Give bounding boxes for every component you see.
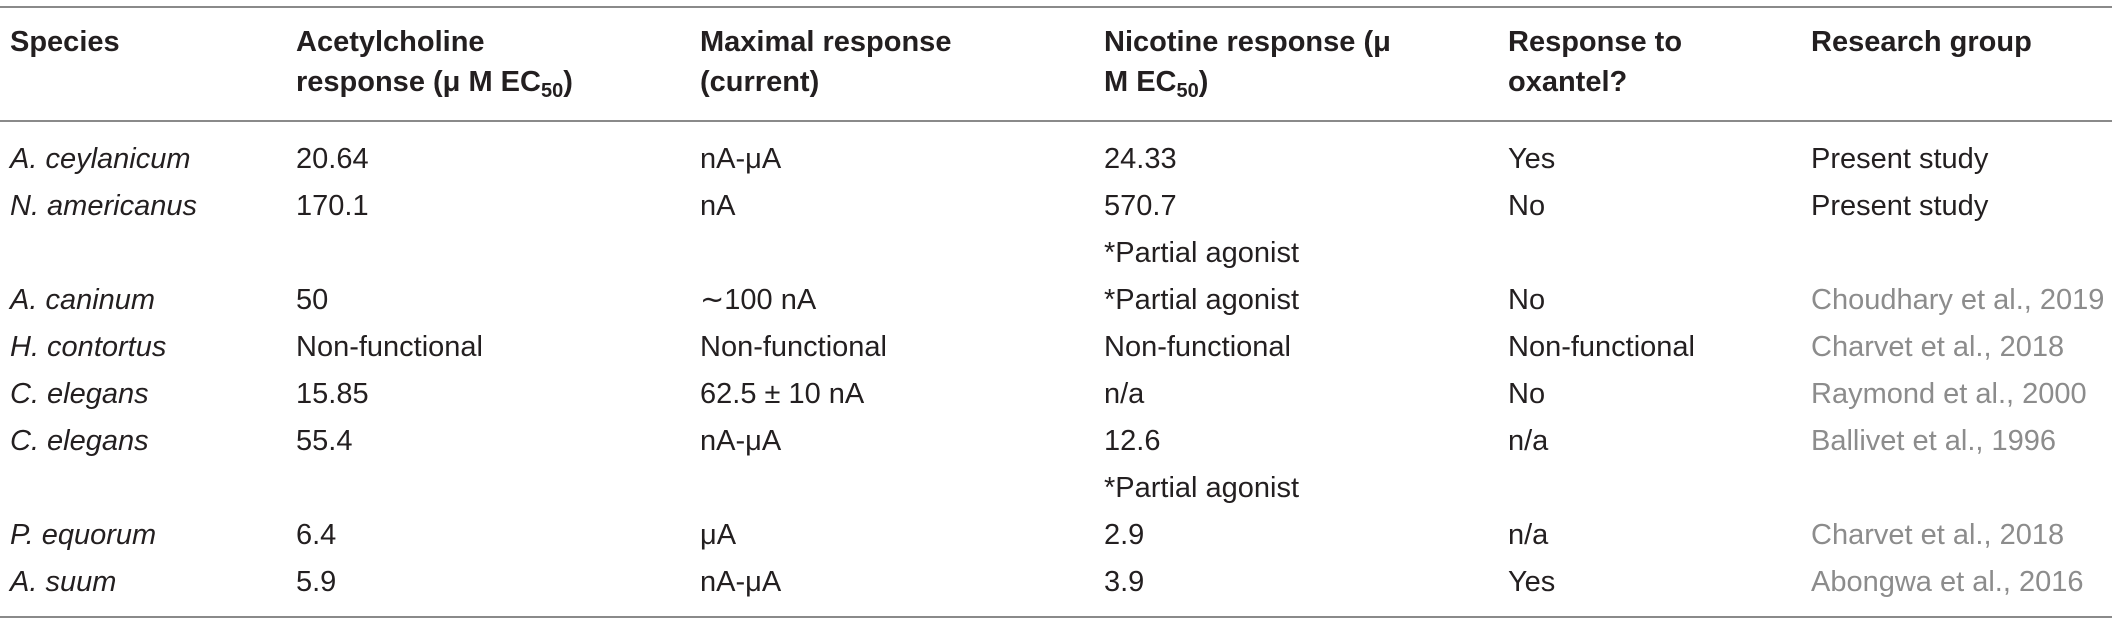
header-acetylcholine-response: Acetylcholine response (μ M EC50)	[286, 7, 690, 121]
header-ach-line2-main: response (μ M EC	[296, 66, 541, 98]
table-row: C. elegans 15.85 62.5 ± 10 nA n/a No Raymond …	[0, 371, 2112, 418]
cell-nicotine: *Partial agonist	[1104, 237, 1300, 269]
header-row: Species Acetylcholine response (μ M EC50…	[0, 7, 2112, 121]
cell-research-group[interactable]: Abongwa et al., 2016	[1811, 566, 2084, 598]
cell-acetylcholine: 55.4	[296, 425, 353, 457]
table-body: A. ceylanicum 20.64 nA-μA 24.33 Yes Present s…	[0, 121, 2112, 617]
cell-species: N. americanus	[10, 190, 197, 222]
cell-nicotine: n/a	[1104, 378, 1145, 410]
cell-maximal-response: nA-μA	[700, 425, 782, 457]
cell-research-group	[1801, 230, 2112, 277]
header-ach-line2: response (μ M EC50)	[296, 62, 690, 102]
table-row: P. equorum 6.4 μA 2.9 n/a Charvet et al., 201…	[0, 512, 2112, 559]
header-oxa-line1: Response to	[1508, 26, 1683, 58]
table-header: Species Acetylcholine response (μ M EC50…	[0, 7, 2112, 121]
cell-species	[0, 465, 286, 512]
cell-oxantel: Yes	[1508, 566, 1556, 598]
cell-acetylcholine: 170.1	[296, 190, 369, 222]
cell-nicotine: 3.9	[1104, 566, 1145, 598]
header-max-line2: (current)	[700, 66, 820, 98]
header-maximal-response: Maximal response (current)	[690, 7, 1094, 121]
header-nic-line2-end: )	[1198, 66, 1209, 98]
cell-species: C. elegans	[10, 378, 149, 410]
cell-maximal-response	[690, 230, 1094, 277]
cell-species: A. ceylanicum	[10, 143, 191, 175]
cell-acetylcholine: Non-functional	[296, 331, 483, 363]
table-row: A. caninum 50 ∼100 nA *Partial agonist No Cho…	[0, 277, 2112, 324]
cell-species	[0, 230, 286, 277]
header-nic-line2-main: M EC	[1104, 66, 1177, 98]
cell-research-group	[1801, 465, 2112, 512]
header-ach-line1: Acetylcholine	[296, 26, 485, 58]
table-row: H. contortus Non-functional Non-functional…	[0, 324, 2112, 371]
cell-nicotine: *Partial agonist	[1104, 472, 1300, 504]
cell-acetylcholine	[286, 465, 690, 512]
header-max-line1: Maximal response	[700, 26, 952, 58]
table-row: A. suum 5.9 nA-μA 3.9 Yes Abongwa et al., 201…	[0, 559, 2112, 617]
cell-oxantel: No	[1508, 284, 1546, 316]
header-species-label: Species	[10, 26, 120, 58]
header-species: Species	[0, 7, 286, 121]
cell-species: C. elegans	[10, 425, 149, 457]
cell-oxantel	[1498, 230, 1801, 277]
cell-oxantel: n/a	[1508, 425, 1549, 457]
table-row: N. americanus 170.1 nA 570.7 No Present study	[0, 183, 2112, 230]
header-oxantel-response: Response to oxantel?	[1498, 7, 1801, 121]
cell-species: A. suum	[10, 566, 117, 598]
cell-species: P. equorum	[10, 519, 157, 551]
cell-maximal-response	[690, 465, 1094, 512]
cell-maximal-response: nA-μA	[700, 143, 782, 175]
cell-maximal-response: Non-functional	[700, 331, 887, 363]
cell-nicotine: 24.33	[1104, 143, 1177, 175]
cell-species: A. caninum	[10, 284, 156, 316]
table-row: *Partial agonist	[0, 230, 2112, 277]
header-nic-line2: M EC50)	[1104, 62, 1498, 102]
cell-oxantel: No	[1508, 190, 1546, 222]
cell-maximal-response: ∼100 nA	[700, 284, 817, 316]
cell-acetylcholine: 6.4	[296, 519, 337, 551]
table-row: *Partial agonist	[0, 465, 2112, 512]
cell-acetylcholine	[286, 230, 690, 277]
cell-research-group[interactable]: Charvet et al., 2018	[1811, 331, 2065, 363]
cell-acetylcholine: 5.9	[296, 566, 337, 598]
cell-nicotine: 2.9	[1104, 519, 1145, 551]
cell-acetylcholine: 50	[296, 284, 329, 316]
cell-oxantel: No	[1508, 378, 1546, 410]
cell-maximal-response: nA	[700, 190, 736, 222]
header-nic-subscript: 50	[1176, 80, 1199, 102]
cell-research-group[interactable]: Charvet et al., 2018	[1811, 519, 2065, 551]
cell-acetylcholine: 20.64	[296, 143, 369, 175]
cell-oxantel: Yes	[1508, 143, 1556, 175]
cell-maximal-response: nA-μA	[700, 566, 782, 598]
header-nicotine-response: Nicotine response (μ M EC50)	[1094, 7, 1498, 121]
cell-nicotine: Non-functional	[1104, 331, 1291, 363]
header-nic-line1: Nicotine response (μ	[1104, 26, 1391, 58]
cell-nicotine: 570.7	[1104, 190, 1177, 222]
cell-oxantel: n/a	[1508, 519, 1549, 551]
cell-research-group: Present study	[1811, 143, 1989, 175]
cell-research-group[interactable]: Choudhary et al., 2019	[1811, 284, 2105, 316]
cell-nicotine: *Partial agonist	[1104, 284, 1300, 316]
table-row: C. elegans 55.4 nA-μA 12.6 n/a Ballivet et al…	[0, 418, 2112, 465]
cell-nicotine: 12.6	[1104, 425, 1161, 457]
header-research-group: Research group	[1801, 7, 2112, 121]
cell-acetylcholine: 15.85	[296, 378, 369, 410]
cell-research-group[interactable]: Raymond et al., 2000	[1811, 378, 2087, 410]
cell-maximal-response: μA	[700, 519, 737, 551]
header-ach-subscript: 50	[540, 80, 564, 102]
cell-oxantel	[1498, 465, 1801, 512]
header-oxa-line2: oxantel?	[1508, 66, 1628, 98]
header-ach-line2-end: )	[563, 66, 573, 98]
table-row: A. ceylanicum 20.64 nA-μA 24.33 Yes Present s…	[0, 121, 2112, 183]
cell-oxantel: Non-functional	[1508, 331, 1695, 363]
cell-species: H. contortus	[10, 331, 167, 363]
cell-research-group[interactable]: Ballivet et al., 1996	[1811, 425, 2057, 457]
comparison-table: Species Acetylcholine response (μ M EC50…	[0, 6, 2112, 618]
cell-maximal-response: 62.5 ± 10 nA	[700, 378, 865, 410]
cell-research-group: Present study	[1811, 190, 1989, 222]
header-group-label: Research group	[1811, 26, 2032, 58]
